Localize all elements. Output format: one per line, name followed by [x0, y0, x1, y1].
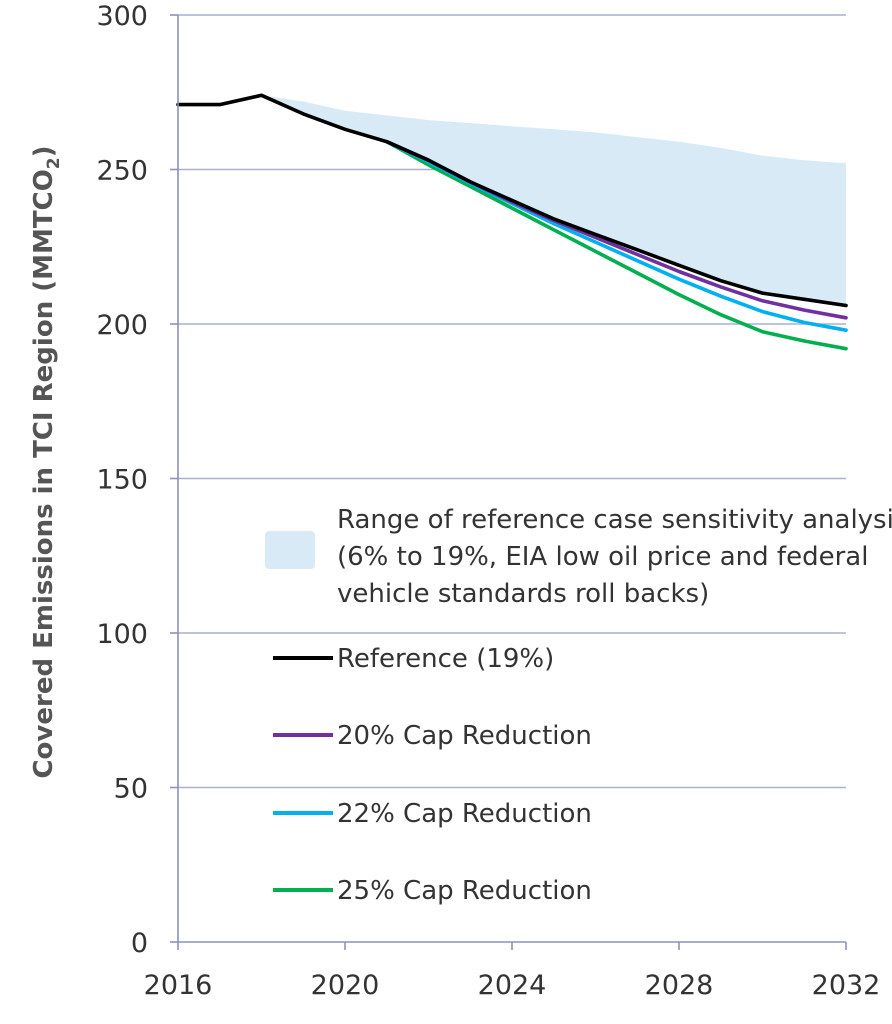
y-tick-label: 200	[96, 310, 148, 341]
y-axis-label: Covered Emissions in TCI Region (MMTCO2)	[29, 145, 64, 778]
legend-25pct-label: 25% Cap Reduction	[337, 876, 592, 906]
y-tick-label: 300	[96, 1, 148, 32]
legend-band-label-line-1: Range of reference case sensitivity anal…	[337, 505, 892, 535]
y-tick-label: 150	[96, 465, 148, 496]
reference-line	[176, 93, 848, 308]
y-axis-label-subscript: 2	[44, 157, 64, 169]
legend: Range of reference case sensitivity anal…	[265, 505, 892, 906]
y-axis-label-end: )	[29, 145, 59, 157]
tick-labels: 0 50 100 150 200 250 300 2016 2020 2024 2028 2032	[96, 1, 880, 1001]
y-tick-label: 0	[131, 928, 148, 959]
legend-20pct-label: 20% Cap Reduction	[337, 721, 592, 751]
x-tick-label: 2032	[812, 970, 881, 1001]
sensitivity-range-band	[261, 95, 846, 306]
y-tick-label: 250	[96, 156, 148, 187]
legend-band-label-line-2: (6% to 19%, EIA low oil price and federa…	[337, 542, 868, 572]
legend-22pct-label: 22% Cap Reduction	[337, 799, 592, 829]
sensitivity-band-layer	[261, 95, 846, 306]
x-tick-label: 2024	[478, 970, 547, 1001]
legend-band-label-line-3: vehicle standards roll backs)	[337, 579, 709, 609]
axes	[170, 14, 847, 950]
x-tick-label: 2028	[645, 970, 714, 1001]
cap-25pct-line	[384, 139, 848, 351]
legend-reference-label: Reference (19%)	[337, 644, 554, 674]
legend-band-swatch	[265, 531, 315, 569]
x-tick-label: 2016	[144, 970, 213, 1001]
y-tick-label: 100	[96, 619, 148, 650]
series-layer	[176, 93, 848, 351]
y-axis-label-main: Covered Emissions in TCI Region (MMTCO	[29, 169, 59, 778]
x-tick-label: 2020	[311, 970, 380, 1001]
y-tick-label: 50	[114, 774, 148, 805]
